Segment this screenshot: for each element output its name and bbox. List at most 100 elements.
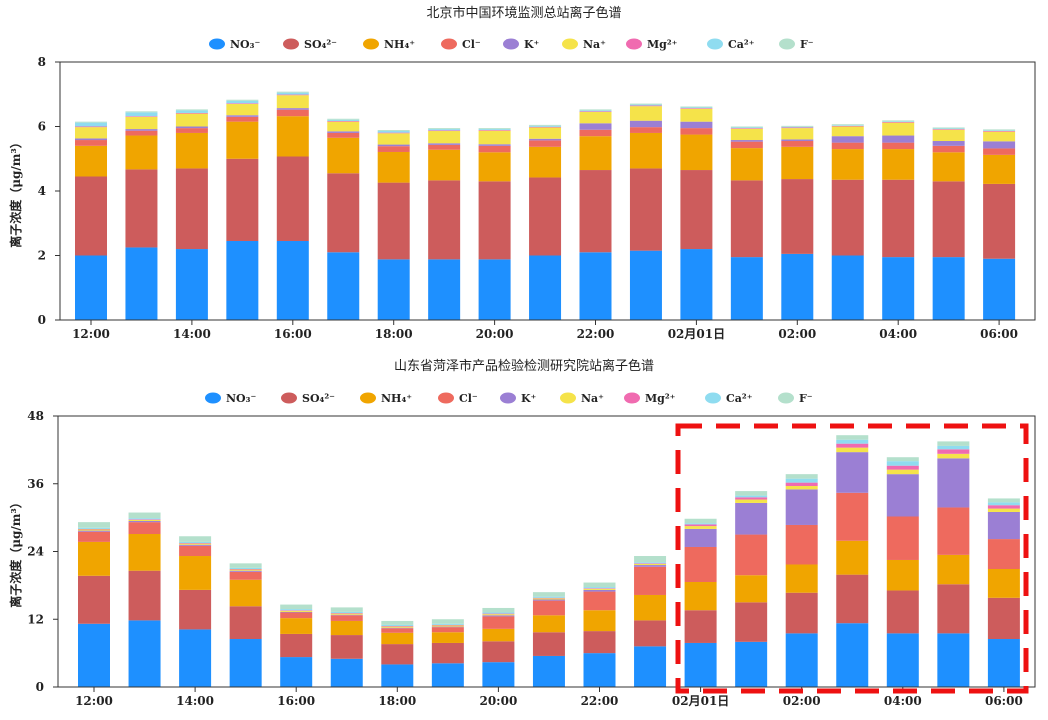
bar-segment-so4 — [478, 181, 511, 260]
bar-segment-so4 — [125, 169, 158, 248]
bar-segment-cl — [532, 600, 565, 616]
x-tick-label: 14:00 — [176, 694, 214, 708]
bar-segment-f — [684, 518, 717, 524]
bar-segment-no3 — [730, 257, 763, 320]
bar-segment-mg — [634, 563, 667, 564]
bar-segment-no3 — [529, 255, 562, 320]
bar-segment-so4 — [684, 610, 717, 643]
bar-segment-ca — [128, 518, 161, 520]
bar-segment-ca — [532, 596, 565, 598]
legend-label-na: Na⁺ — [583, 38, 606, 51]
bar-segment-cl — [428, 144, 461, 150]
x-tick-label: 12:00 — [75, 694, 113, 708]
x-tick-label: 02:00 — [778, 327, 816, 341]
bar-segment-nh4 — [583, 610, 616, 632]
legend-swatch-na — [560, 392, 576, 404]
legend-swatch-nh4 — [363, 38, 379, 50]
legend-label-nh4: NH₄⁺ — [384, 38, 415, 51]
legend: NO₃⁻ SO₄²⁻ NH₄⁺ Cl⁻ K⁺ Na⁺ Mg²⁺ Ca²⁺ F⁻ — [205, 392, 813, 405]
legend-label-k: K⁺ — [524, 38, 540, 51]
bar-segment-na — [781, 128, 814, 140]
bar-segment-k — [836, 452, 869, 493]
bar-segment-no3 — [128, 620, 161, 687]
bar-segment-ca — [684, 523, 717, 525]
bar-segment-mg — [983, 131, 1016, 132]
bar-segment-mg — [276, 94, 309, 96]
bar-segment-nh4 — [579, 136, 612, 171]
bar-segment-cl — [175, 128, 208, 133]
bar-segment-nh4 — [886, 559, 919, 591]
bar-segment-ca — [78, 527, 110, 529]
bar-segment-nh4 — [75, 145, 107, 177]
legend-swatch-cl — [441, 38, 457, 50]
x-tick-label: 02月01日 — [668, 327, 725, 341]
bar-segment-mg — [836, 443, 869, 448]
bar-segment-f — [125, 111, 158, 113]
bar-segment-nh4 — [482, 628, 515, 642]
bar-segment-k — [75, 138, 107, 141]
legend-label-mg: Mg²⁺ — [645, 392, 676, 405]
bar-segment-no3 — [579, 252, 612, 320]
bar-segment-nh4 — [179, 556, 212, 590]
bar-segment-k — [583, 589, 616, 592]
legend-label-no3: NO₃⁻ — [226, 392, 256, 405]
bar-segment-k — [831, 136, 864, 143]
y-tick-label: 0 — [38, 313, 46, 327]
bar-segment-no3 — [330, 658, 363, 687]
bar-segment-so4 — [882, 179, 915, 258]
bar-segment-so4 — [730, 180, 763, 258]
bar-segment-ca — [937, 445, 970, 450]
bar-segment-k — [276, 108, 309, 110]
bar-segment-f — [431, 619, 464, 624]
legend-label-so4: SO₄²⁻ — [302, 392, 335, 405]
bar-segment-na — [428, 131, 461, 144]
bar-segment-na — [882, 122, 915, 136]
bar-segment-no3 — [634, 646, 667, 687]
bar-segment-na — [634, 563, 667, 566]
bar-segment-no3 — [381, 664, 414, 687]
bar-segment-ca — [229, 567, 262, 570]
legend-label-na: Na⁺ — [581, 392, 604, 405]
bar-segment-mg — [886, 465, 919, 470]
x-tick-label: 20:00 — [479, 694, 517, 708]
bar-segment-no3 — [684, 642, 717, 687]
x-tick-label: 04:00 — [884, 694, 922, 708]
bar-segment-mg — [431, 624, 464, 626]
bar-segment-k — [785, 489, 818, 525]
bar-segment-ca — [836, 439, 869, 444]
bar-segment-mg — [529, 126, 562, 128]
bar-segment-ca — [482, 612, 515, 614]
bar-segment-cl — [125, 130, 158, 136]
bar-segment-no3 — [831, 255, 864, 320]
bar-segment-nh4 — [125, 135, 158, 170]
bar-segment-na — [937, 453, 970, 459]
bar-segment-k — [781, 139, 814, 142]
bar-segment-k — [125, 129, 158, 131]
bar-segment-no3 — [226, 240, 259, 320]
bar-segment-nh4 — [684, 581, 717, 611]
bar-segment-nh4 — [781, 146, 814, 180]
bar-segment-f — [78, 522, 110, 528]
bar-segment-nh4 — [478, 152, 511, 182]
bar-segment-mg — [482, 613, 515, 615]
bar-segment-cl — [932, 145, 965, 153]
bar-segment-k — [428, 143, 461, 145]
bar-segment-na — [886, 469, 919, 475]
bar-segment-cl — [937, 507, 970, 555]
legend-label-so4: SO₄²⁻ — [304, 38, 337, 51]
y-tick-label: 36 — [27, 477, 44, 491]
legend-swatch-nh4 — [360, 392, 376, 404]
y-tick-label: 12 — [27, 612, 44, 626]
bar-segment-f — [983, 129, 1016, 131]
bar-segment-k — [229, 570, 262, 572]
bar-segment-mg — [75, 126, 107, 128]
bar-segment-k — [529, 138, 562, 141]
bar-segment-na — [579, 111, 612, 124]
bar-segment-f — [937, 441, 970, 446]
bar-segment-so4 — [836, 574, 869, 624]
plot-frame — [57, 415, 1036, 688]
bar-segment-cl — [634, 566, 667, 595]
x-tick-label: 22:00 — [577, 327, 615, 341]
bar-segment-so4 — [280, 633, 313, 658]
bar-segment-cl — [276, 109, 309, 117]
